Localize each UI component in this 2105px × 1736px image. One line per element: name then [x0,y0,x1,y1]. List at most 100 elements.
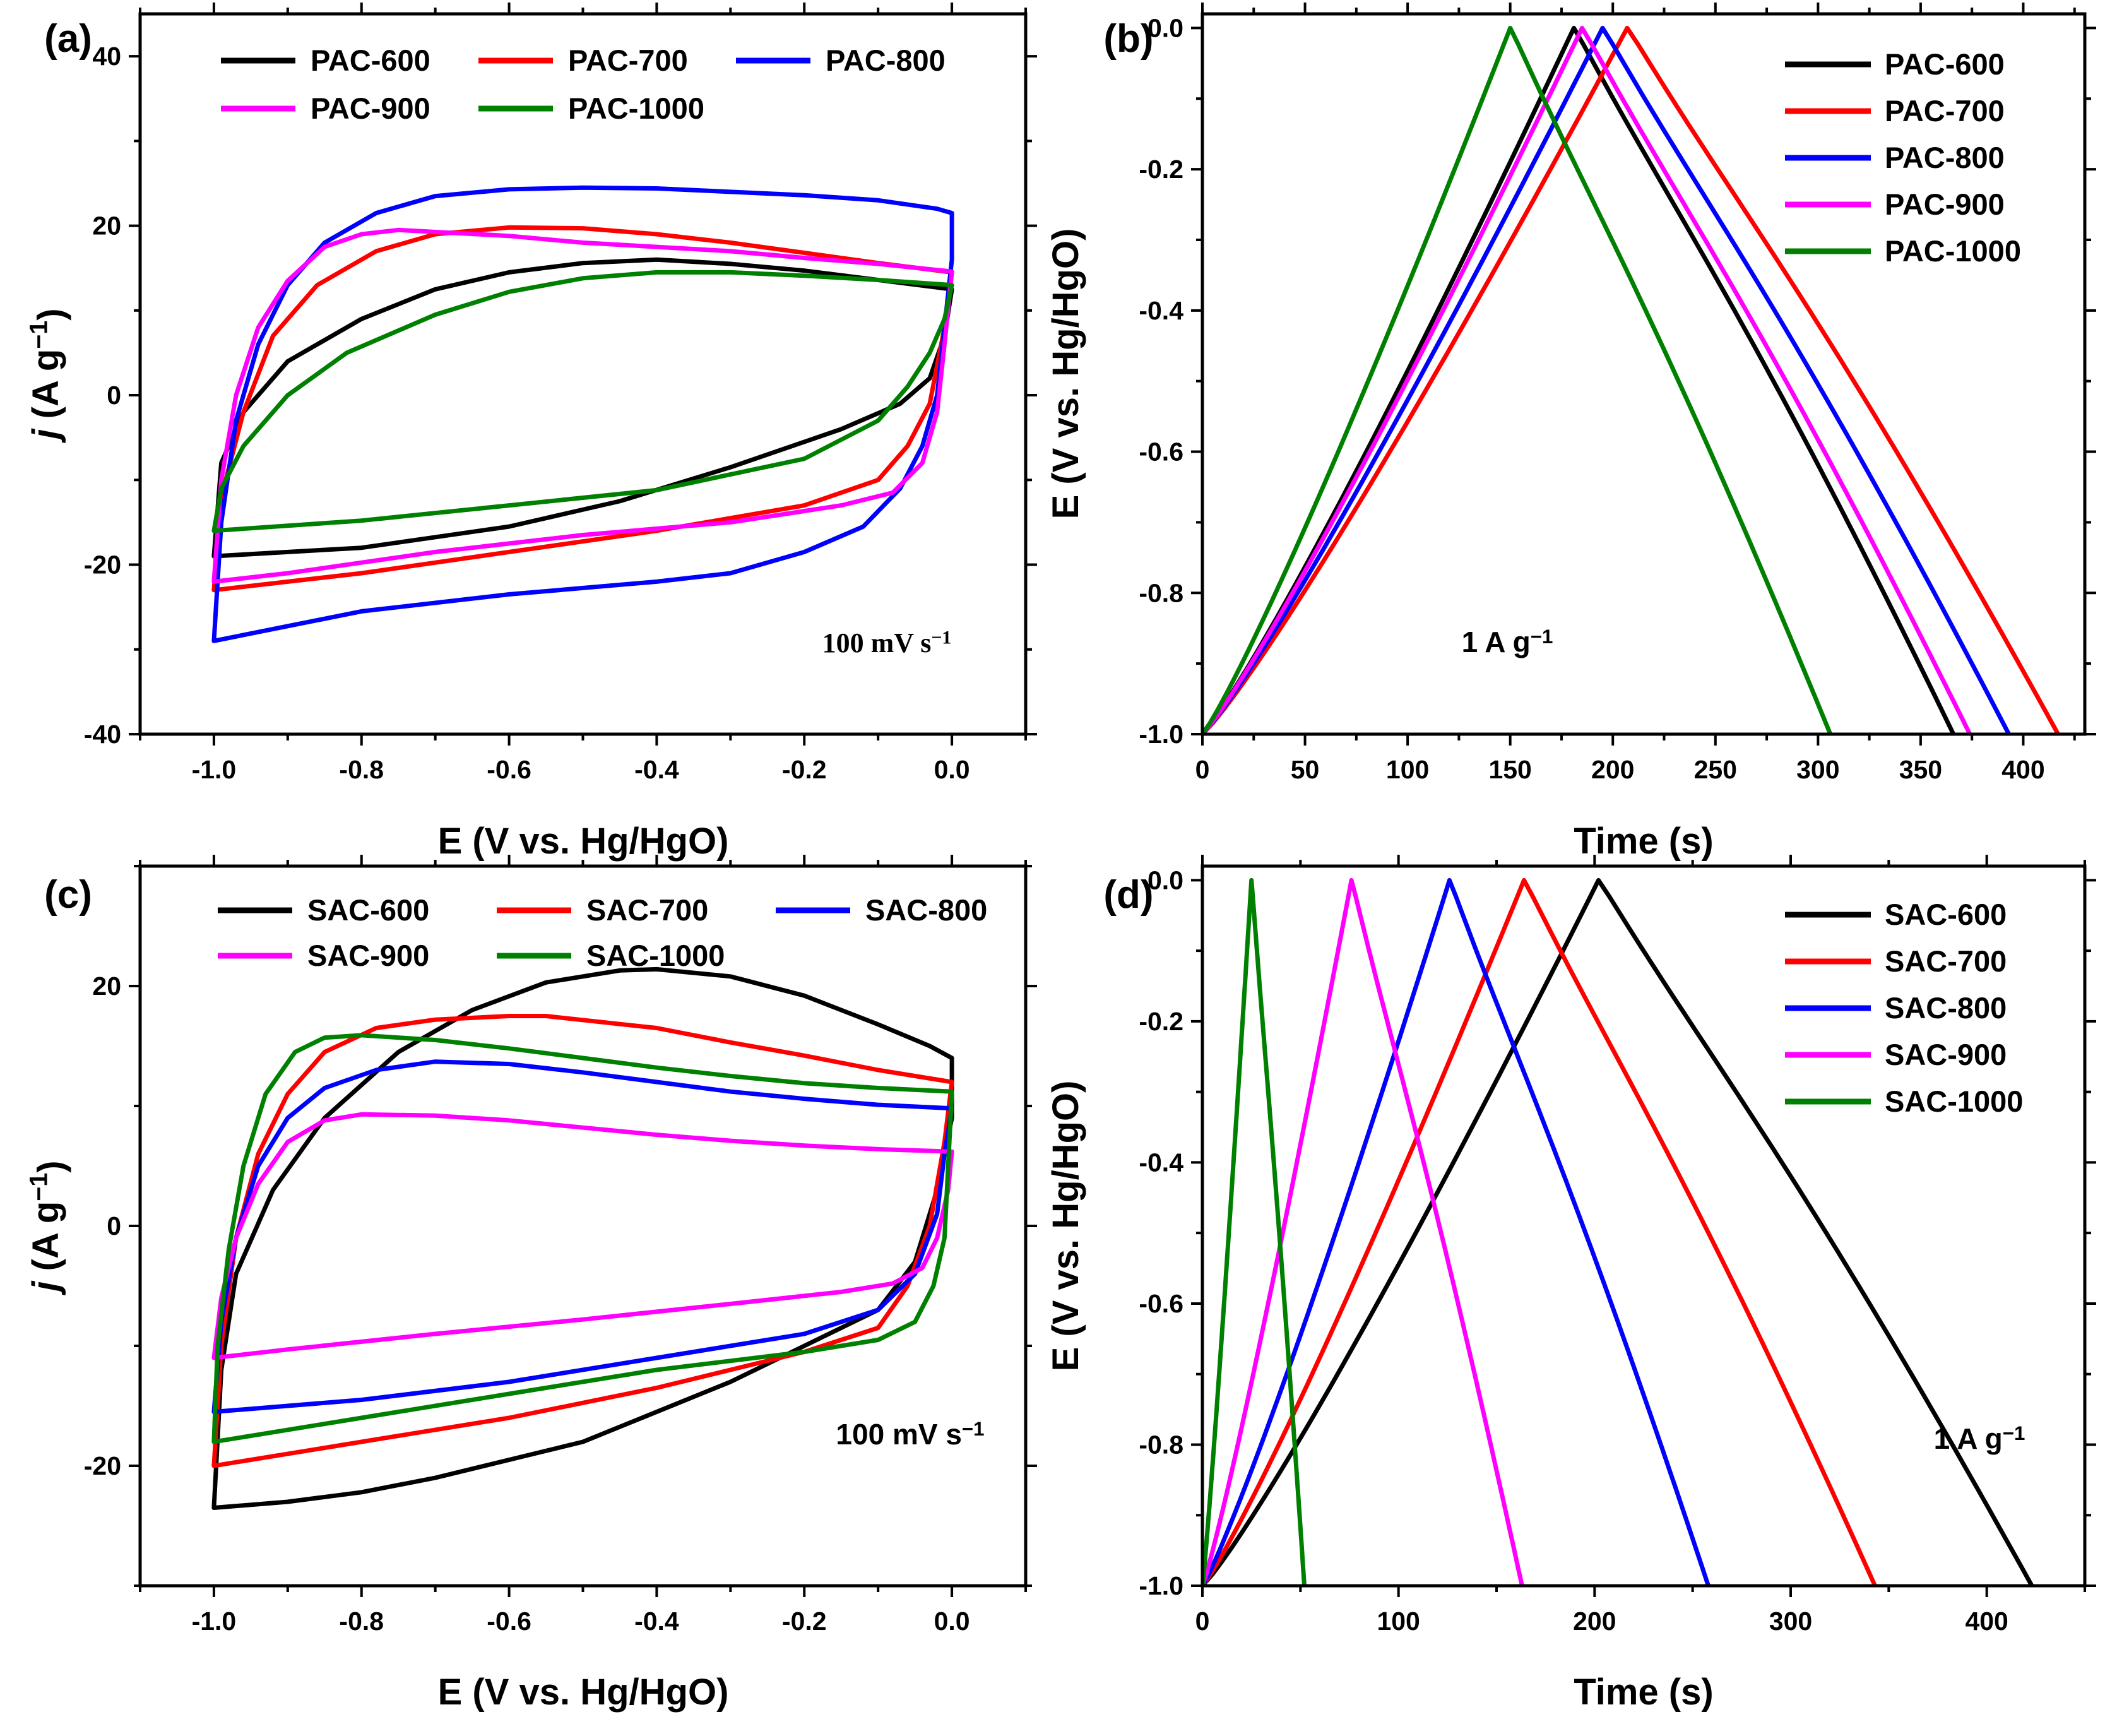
x-tick-label: 400 [1965,1607,2008,1636]
y-tick-label: -1.0 [1139,1571,1183,1600]
legend-label: SAC-600 [307,893,429,927]
y-tick-label: 0 [107,381,121,410]
y-tick-label: -20 [84,550,121,580]
y-tick-label: 0.0 [1147,865,1183,895]
x-axis-title: E (V vs. Hg/HgO) [438,821,729,862]
x-tick-label: -0.8 [339,755,384,784]
y-tick-label: -0.6 [1139,437,1183,467]
legend: SAC-600 SAC-700 SAC-800 SAC-900 SAC-1000 [1785,898,2023,1118]
legend: PAC-600 PAC-700 PAC-800 PAC-900 PAC-1000 [1785,47,2021,268]
legend-label: SAC-800 [1885,991,2007,1025]
series-line-pac-800 [1202,25,2012,734]
legend-label: PAC-1000 [1885,234,2021,268]
panel-c: -1.0 -0.8 -0.6 -0.4 -0.2 0.0 -20 0 20 E (V vs. Hg… [25,855,1037,1713]
legend-label: PAC-800 [826,44,946,77]
panel-label: (b) [1103,17,1153,61]
x-tick-label: 200 [1573,1607,1616,1636]
x-tick-label: 300 [1769,1607,1812,1636]
legend-label: SAC-900 [307,939,429,972]
series-line-pac-700 [1202,25,2061,734]
legend-label: SAC-1000 [586,939,725,972]
legend: SAC-600 SAC-700 SAC-800 SAC-900 SAC-1000 [218,893,987,972]
x-tick-label: 300 [1796,755,1839,784]
y-tick-label: -0.8 [1139,1430,1183,1459]
condition-annotation: 1 A g−1 [1934,1422,2025,1455]
series-line-pac-600 [211,257,954,559]
legend: PAC-600 PAC-700 PAC-800 PAC-900 PAC-1000 [221,44,946,125]
x-tick-label: 0.0 [934,1607,970,1636]
legend-label: PAC-900 [311,92,430,125]
series-line-sac-600 [211,966,954,1510]
x-tick-label: 400 [2001,755,2044,784]
y-tick-label: -0.2 [1139,1007,1183,1036]
y-tick-label: -0.8 [1139,578,1183,607]
y-tick-label: -40 [84,720,121,749]
legend-label: SAC-700 [1885,944,2007,978]
legend-label: PAC-900 [1885,187,2005,221]
y-axis-title: E (V vs. Hg/HgO) [1045,1081,1086,1372]
panel-a: -1.0 -0.8 -0.6 -0.4 -0.2 0.0 -40 -20 0 20 40 E (V v… [25,3,1037,862]
series-line-sac-1000 [1202,877,1307,1586]
series-line-pac-900 [1202,25,1972,734]
panel-label: (a) [44,17,92,61]
x-tick-label: 200 [1591,755,1634,784]
y-tick-label: -0.6 [1139,1289,1183,1318]
y-tick-label: 20 [92,211,121,241]
x-tick-label: -1.0 [192,1607,237,1636]
legend-label: PAC-700 [568,44,688,77]
y-tick-label: 0 [107,1211,121,1240]
y-tick-label: -1.0 [1139,720,1183,749]
x-axis-title: Time (s) [1574,1672,1713,1713]
x-tick-label: 100 [1386,755,1429,784]
series-line-pac-1000 [1202,25,1833,734]
series-line-sac-700 [1202,877,1878,1586]
condition-annotation: 1 A g−1 [1462,626,1553,658]
plot-frame [138,864,1028,1588]
x-axis-title: E (V vs. Hg/HgO) [438,1672,729,1713]
series-line-sac-700 [211,1014,954,1468]
y-tick-label: 40 [92,42,121,71]
legend-label: SAC-1000 [1885,1085,2023,1118]
condition-annotation: 100 mV s−1 [836,1418,984,1451]
y-tick-label: 0.0 [1147,13,1183,42]
legend-label: SAC-600 [1885,898,2007,931]
x-axis-title: Time (s) [1574,821,1713,862]
y-tick-label: -0.4 [1139,296,1183,325]
series-line-sac-800 [211,1059,954,1414]
x-tick-label: -0.6 [487,1607,531,1636]
x-tick-label: -0.4 [634,1607,679,1636]
series-line-sac-600 [1202,877,2034,1586]
condition-annotation: 100 mV s−1 [822,627,952,658]
series-line-pac-600 [1202,25,1956,734]
series-line-pac-700 [211,225,954,593]
x-tick-label: 50 [1291,755,1320,784]
series-line-sac-1000 [211,1033,954,1444]
series-line-pac-1000 [211,270,954,533]
legend-label: PAC-1000 [568,92,704,125]
panel-label: (c) [44,873,92,917]
plot-frame [1201,12,2087,736]
y-axis-title: E (V vs. Hg/HgO) [1045,229,1086,520]
x-tick-label: 350 [1899,755,1942,784]
x-tick-label: 250 [1694,755,1737,784]
x-tick-label: 0 [1195,755,1210,784]
y-tick-label: 20 [92,972,121,1001]
panel-b: 0 50 100 150 200 250 300 350 400 -1.0 -0.8 -0.6 -0.4… [1045,3,2096,862]
x-tick-label: 0.0 [934,755,970,784]
legend-label: PAC-800 [1885,141,2005,174]
legend-label: SAC-700 [586,893,708,927]
x-tick-label: -0.8 [339,1607,384,1636]
legend-label: PAC-600 [1885,47,2005,81]
y-tick-label: -0.2 [1139,155,1183,184]
x-tick-label: -0.2 [782,755,827,784]
y-tick-label: -0.4 [1139,1148,1183,1177]
x-tick-label: -0.6 [487,755,531,784]
x-tick-label: 100 [1377,1607,1420,1636]
y-axis-title: j (A g−1) [25,1160,71,1295]
y-axis-title: j (A g−1) [25,308,71,443]
panel-label: (d) [1103,873,1153,917]
legend-label: SAC-800 [865,893,987,927]
x-tick-label: -0.4 [634,755,679,784]
series-line-sac-900 [211,1112,954,1360]
y-tick-label: -20 [84,1451,121,1480]
